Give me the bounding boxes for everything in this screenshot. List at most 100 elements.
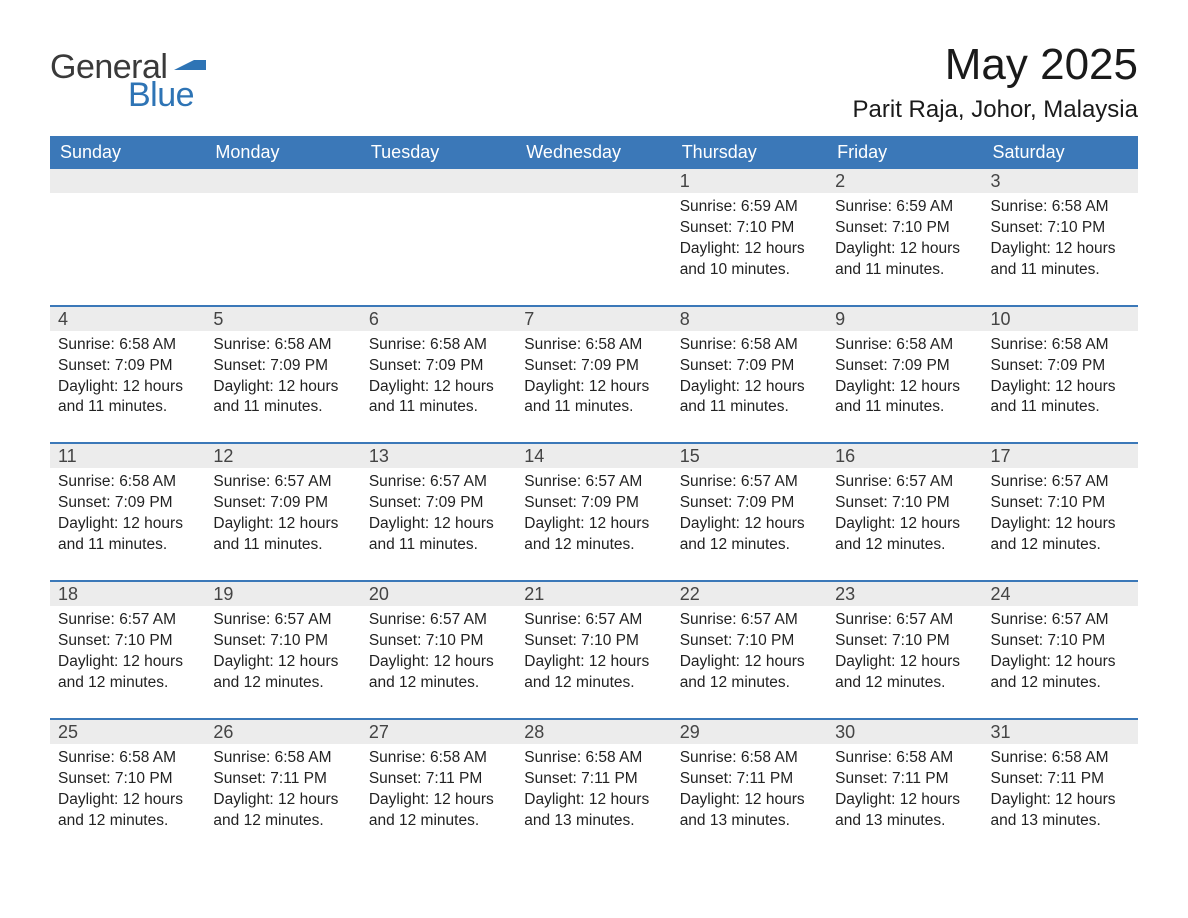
sunrise-line: Sunrise: 6:58 AM <box>213 335 352 356</box>
sunset-line-value: 7:09 PM <box>270 494 328 511</box>
sunset-line: Sunset: 7:09 PM <box>58 356 197 377</box>
sunrise-line: Sunrise: 6:57 AM <box>991 610 1130 631</box>
daylight-line-label: Daylight: <box>991 791 1051 808</box>
calendar-day: 18Sunrise: 6:57 AMSunset: 7:10 PMDayligh… <box>50 581 205 719</box>
sunrise-line-value: 6:57 AM <box>1052 611 1109 628</box>
sunrise-line-label: Sunrise: <box>213 336 270 353</box>
sunset-line-value: 7:09 PM <box>115 357 173 374</box>
weekday-header: Saturday <box>983 136 1138 169</box>
daylight-line: Daylight: 12 hours and 12 minutes. <box>524 652 663 694</box>
day-number: 2 <box>827 169 982 193</box>
day-number: 7 <box>516 307 671 331</box>
calendar-day: 5Sunrise: 6:58 AMSunset: 7:09 PMDaylight… <box>205 306 360 444</box>
daylight-line: Daylight: 12 hours and 11 minutes. <box>835 239 974 281</box>
daylight-line-label: Daylight: <box>680 378 740 395</box>
daylight-line-label: Daylight: <box>991 653 1051 670</box>
sunset-line: Sunset: 7:10 PM <box>58 631 197 652</box>
sunrise-line-label: Sunrise: <box>680 611 737 628</box>
sunset-line-label: Sunset: <box>991 632 1044 649</box>
sunset-line-value: 7:09 PM <box>737 357 795 374</box>
daylight-line: Daylight: 12 hours and 13 minutes. <box>524 790 663 832</box>
sunrise-line-value: 6:58 AM <box>1052 336 1109 353</box>
sunset-line: Sunset: 7:10 PM <box>991 493 1130 514</box>
day-number: 10 <box>983 307 1138 331</box>
sunrise-line-value: 6:59 AM <box>896 198 953 215</box>
header-row: General Blue May 2025 Parit Raja, Johor,… <box>50 40 1138 136</box>
calendar-week: 1Sunrise: 6:59 AMSunset: 7:10 PMDaylight… <box>50 169 1138 306</box>
daylight-line: Daylight: 12 hours and 11 minutes. <box>213 514 352 556</box>
daylight-line: Daylight: 12 hours and 12 minutes. <box>680 652 819 694</box>
daylight-line-label: Daylight: <box>524 791 584 808</box>
daylight-line-label: Daylight: <box>524 653 584 670</box>
calendar-day: 22Sunrise: 6:57 AMSunset: 7:10 PMDayligh… <box>672 581 827 719</box>
sunset-line-value: 7:09 PM <box>737 494 795 511</box>
sunrise-line-value: 6:57 AM <box>896 611 953 628</box>
sunrise-line-label: Sunrise: <box>991 611 1048 628</box>
daylight-line-label: Daylight: <box>213 653 273 670</box>
sunrise-line: Sunrise: 6:58 AM <box>524 748 663 769</box>
sunset-line: Sunset: 7:11 PM <box>213 769 352 790</box>
weekday-header: Friday <box>827 136 982 169</box>
sunrise-line-value: 6:58 AM <box>741 749 798 766</box>
sunrise-line-label: Sunrise: <box>680 749 737 766</box>
sunrise-line-label: Sunrise: <box>58 336 115 353</box>
day-number: 4 <box>50 307 205 331</box>
calendar-day: 4Sunrise: 6:58 AMSunset: 7:09 PMDaylight… <box>50 306 205 444</box>
daylight-line: Daylight: 12 hours and 12 minutes. <box>369 652 508 694</box>
sunset-line: Sunset: 7:10 PM <box>680 631 819 652</box>
day-number: 13 <box>361 444 516 468</box>
day-details: Sunrise: 6:58 AMSunset: 7:10 PMDaylight:… <box>50 744 205 856</box>
daylight-line: Daylight: 12 hours and 12 minutes. <box>213 652 352 694</box>
sunset-line-value: 7:10 PM <box>270 632 328 649</box>
daylight-line: Daylight: 12 hours and 12 minutes. <box>680 514 819 556</box>
calendar-day: 14Sunrise: 6:57 AMSunset: 7:09 PMDayligh… <box>516 443 671 581</box>
sunset-line-value: 7:10 PM <box>115 770 173 787</box>
day-details <box>50 193 205 293</box>
day-details: Sunrise: 6:58 AMSunset: 7:11 PMDaylight:… <box>672 744 827 856</box>
sunrise-line-label: Sunrise: <box>524 336 581 353</box>
daylight-line: Daylight: 12 hours and 11 minutes. <box>58 514 197 556</box>
sunrise-line: Sunrise: 6:58 AM <box>213 748 352 769</box>
day-number: 6 <box>361 307 516 331</box>
sunset-line-label: Sunset: <box>58 494 111 511</box>
daylight-line: Daylight: 12 hours and 13 minutes. <box>991 790 1130 832</box>
sunrise-line-value: 6:57 AM <box>275 473 332 490</box>
sunrise-line-label: Sunrise: <box>524 473 581 490</box>
day-number: 20 <box>361 582 516 606</box>
sunset-line: Sunset: 7:11 PM <box>835 769 974 790</box>
sunset-line: Sunset: 7:09 PM <box>524 493 663 514</box>
calendar-day: 7Sunrise: 6:58 AMSunset: 7:09 PMDaylight… <box>516 306 671 444</box>
daylight-line: Daylight: 12 hours and 11 minutes. <box>58 377 197 419</box>
daylight-line-label: Daylight: <box>680 240 740 257</box>
calendar-day: 9Sunrise: 6:58 AMSunset: 7:09 PMDaylight… <box>827 306 982 444</box>
sunrise-line: Sunrise: 6:57 AM <box>369 610 508 631</box>
sunrise-line-label: Sunrise: <box>991 198 1048 215</box>
sunrise-line-label: Sunrise: <box>991 473 1048 490</box>
sunset-line-label: Sunset: <box>680 357 733 374</box>
sunset-line-label: Sunset: <box>680 219 733 236</box>
daylight-line: Daylight: 12 hours and 12 minutes. <box>369 790 508 832</box>
sunrise-line: Sunrise: 6:58 AM <box>58 472 197 493</box>
sunrise-line-value: 6:58 AM <box>430 336 487 353</box>
calendar-table: SundayMondayTuesdayWednesdayThursdayFrid… <box>50 136 1138 855</box>
day-details: Sunrise: 6:57 AMSunset: 7:10 PMDaylight:… <box>361 606 516 718</box>
day-number: 21 <box>516 582 671 606</box>
daylight-line-label: Daylight: <box>835 240 895 257</box>
sunset-line-label: Sunset: <box>835 770 888 787</box>
sunset-line-label: Sunset: <box>58 632 111 649</box>
sunrise-line-value: 6:57 AM <box>1052 473 1109 490</box>
sunrise-line-value: 6:58 AM <box>430 749 487 766</box>
sunrise-line-label: Sunrise: <box>991 336 1048 353</box>
sunrise-line: Sunrise: 6:58 AM <box>991 197 1130 218</box>
sunrise-line-label: Sunrise: <box>58 749 115 766</box>
sunset-line-label: Sunset: <box>213 357 266 374</box>
sunset-line-value: 7:10 PM <box>1047 219 1105 236</box>
sunrise-line: Sunrise: 6:58 AM <box>680 748 819 769</box>
daylight-line-label: Daylight: <box>835 653 895 670</box>
sunrise-line: Sunrise: 6:58 AM <box>835 335 974 356</box>
daylight-line-label: Daylight: <box>369 653 429 670</box>
sunset-line-value: 7:09 PM <box>581 494 639 511</box>
day-details <box>361 193 516 293</box>
sunrise-line-value: 6:58 AM <box>275 336 332 353</box>
calendar-day: 16Sunrise: 6:57 AMSunset: 7:10 PMDayligh… <box>827 443 982 581</box>
